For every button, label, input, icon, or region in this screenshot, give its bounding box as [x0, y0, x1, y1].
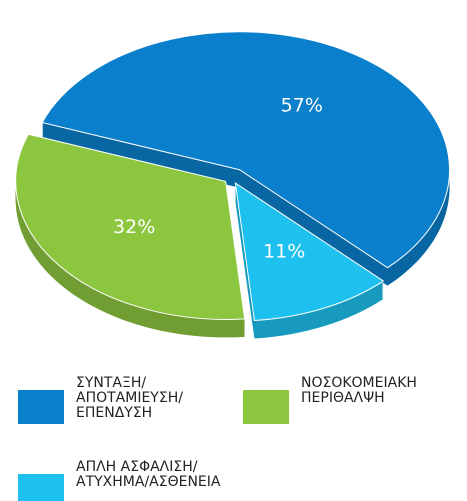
legend-swatch	[243, 390, 289, 424]
legend-label: ΑΠΛΗ ΑΣΦΑΛΙΣΗ/ ΑΤΥΧΗΜΑ/ΑΣΘΕΝΕΙΑ	[76, 459, 221, 490]
data-label: 57%	[281, 94, 323, 116]
legend-item: ΣΥΝΤΑΞΗ/ ΑΠΟΤΑΜΙΕΥΣΗ/ ΕΠΕΝΔΥΣΗ	[18, 376, 226, 424]
legend-swatch	[18, 474, 64, 501]
chart: 57% 11% 32%	[15, 31, 451, 339]
legend-item: ΑΠΛΗ ΑΣΦΑΛΙΣΗ/ ΑΤΥΧΗΜΑ/ΑΣΘΕΝΕΙΑ	[18, 460, 226, 501]
legend-swatch	[18, 390, 64, 424]
legend-item: ΝΟΣΟΚΟΜΕΙΑΚΗ ΠΕΡΙΘΑΛΨΗ	[243, 376, 441, 424]
data-label: 32%	[113, 216, 155, 238]
data-label: 11%	[263, 240, 305, 262]
legend-label: ΣΥΝΤΑΞΗ/ ΑΠΟΤΑΜΙΕΥΣΗ/ ΕΠΕΝΔΥΣΗ	[76, 375, 183, 421]
slice	[41, 31, 451, 269]
legend-label: ΝΟΣΟΚΟΜΕΙΑΚΗ ΠΕΡΙΘΑΛΨΗ	[301, 375, 417, 406]
slice	[234, 182, 385, 322]
slice	[15, 133, 246, 320]
